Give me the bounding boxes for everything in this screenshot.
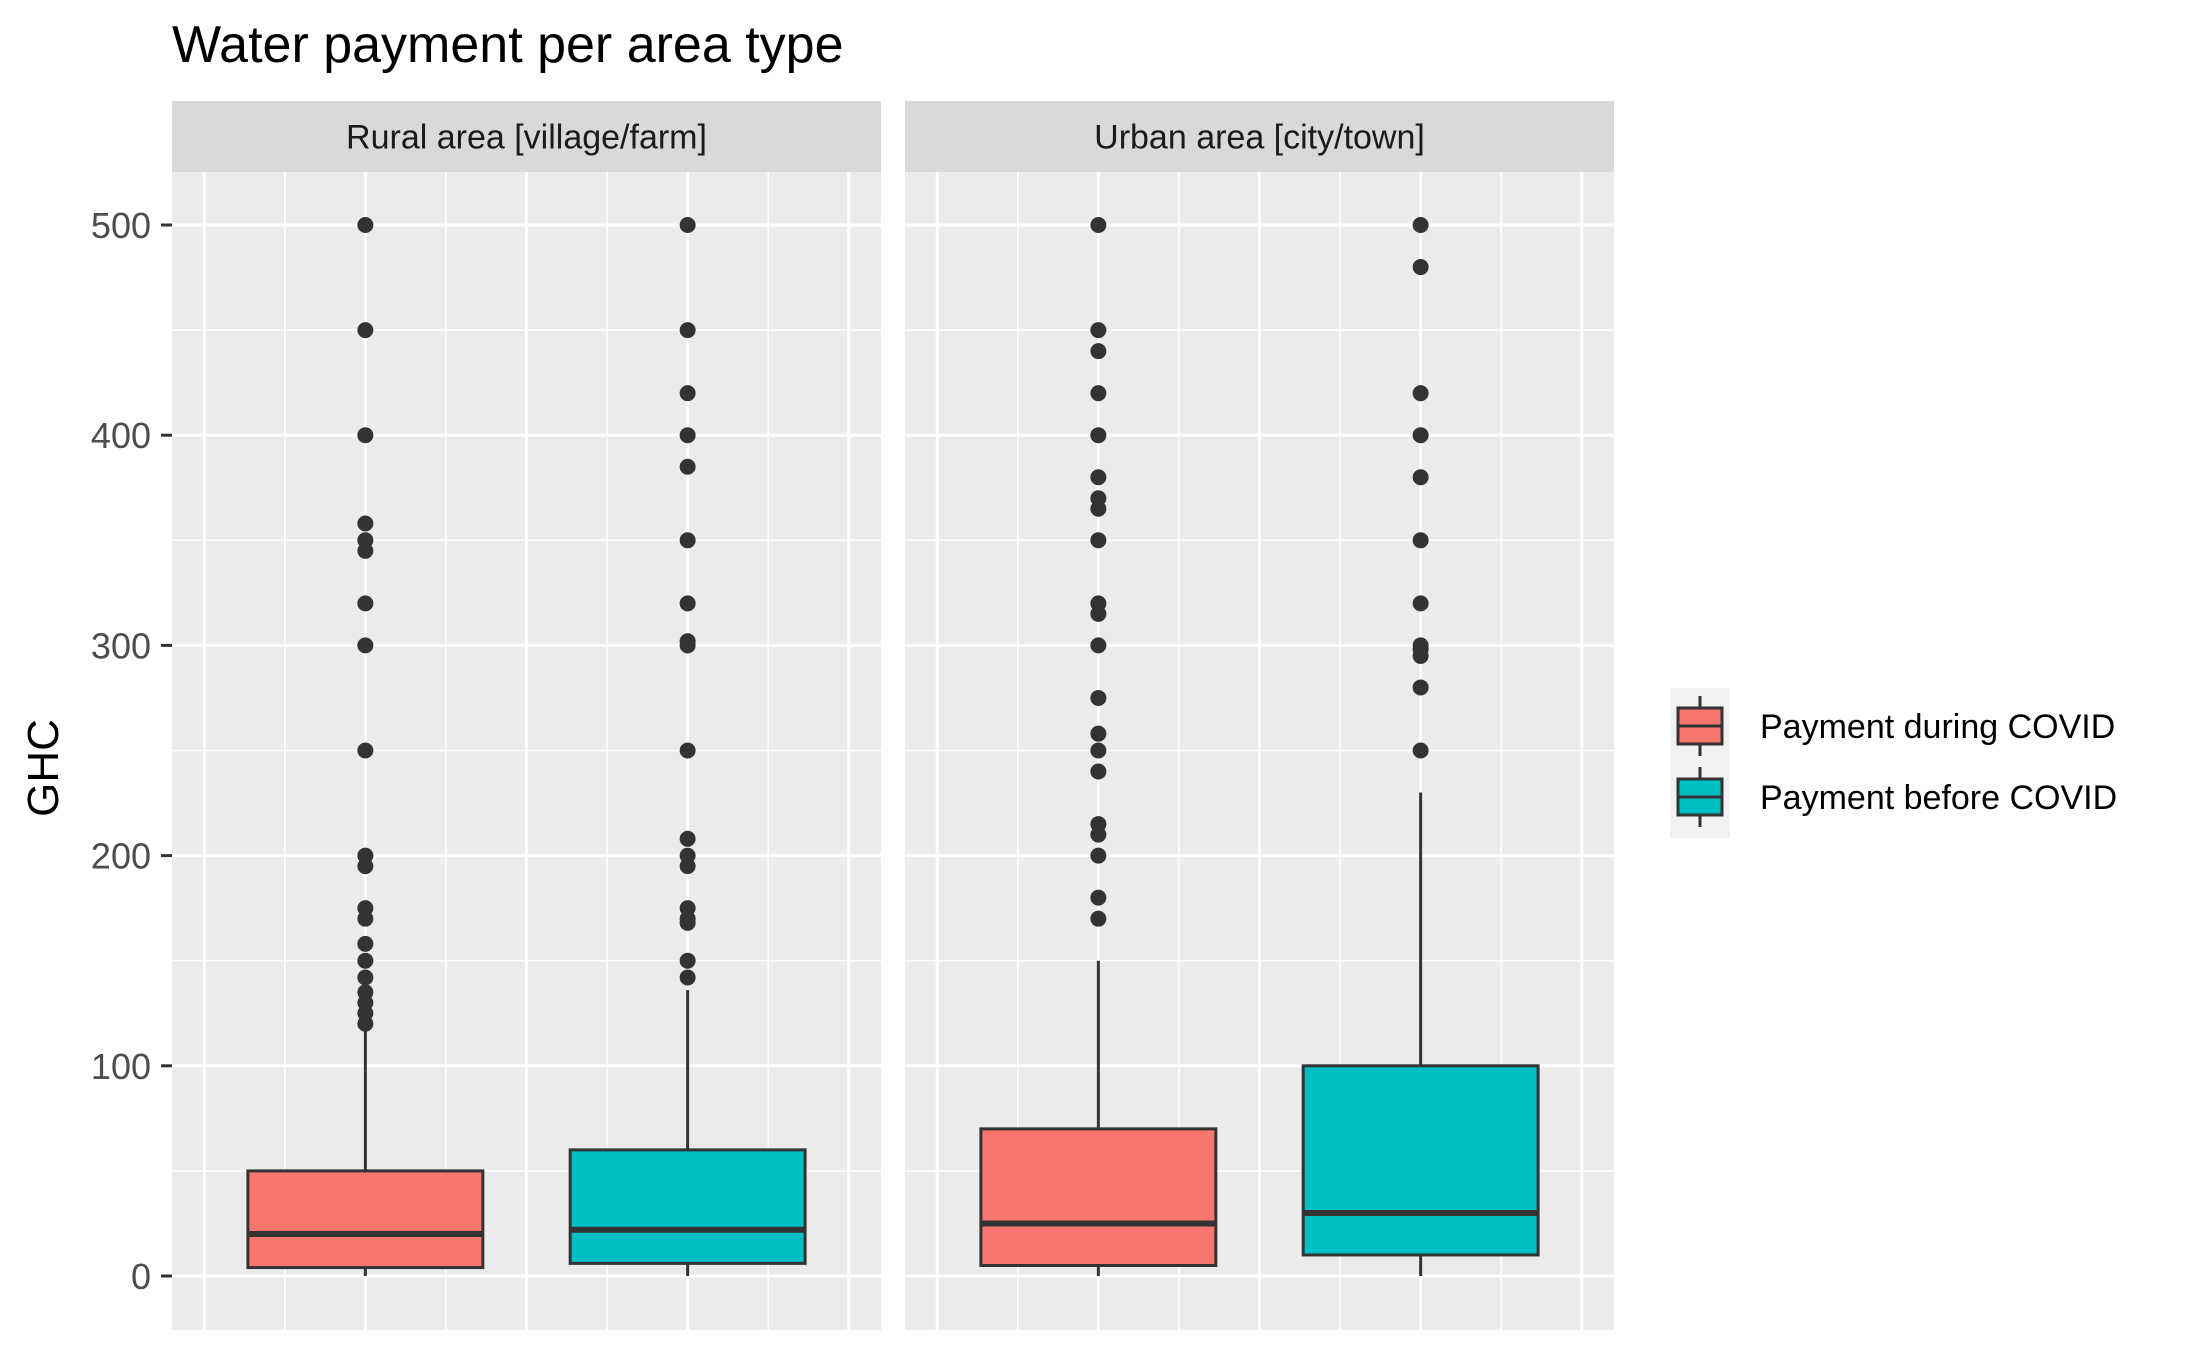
chart-title: Water payment per area type [172,16,844,74]
panels-layer: Rural area [village/farm] Urban area [cit… [172,101,1614,1330]
outlier-point [1090,500,1107,517]
legend-label: Payment before COVID [1760,779,2117,817]
outlier-point [357,910,374,927]
legend-item: Payment before COVID [1676,767,2117,827]
legend-item: Payment during COVID [1676,696,2115,756]
box-during-covid [246,217,485,1276]
outlier-point [679,858,696,875]
outlier-point [1412,647,1429,664]
box-during-covid [979,217,1218,1276]
outlier-point [1412,469,1429,486]
y-tick-label: 200 [91,836,151,877]
outlier-point [1412,532,1429,549]
outlier-point [357,969,374,986]
box-before-covid [568,217,807,1276]
outlier-point [357,858,374,875]
outlier-point [357,515,374,532]
outlier-point [357,952,374,969]
outlier-point [357,217,374,233]
outlier-point [1090,826,1107,843]
outlier-point [1412,259,1429,276]
outlier-point [1090,385,1107,402]
outlier-point [1090,469,1107,486]
outlier-point [357,542,374,559]
outlier-point [1090,889,1107,906]
box-iqr [1301,1064,1540,1257]
facet-strip [172,101,881,172]
y-axis: 0 100 200 300 400 500 [91,205,172,1297]
box-before-covid [1301,217,1540,1276]
y-tick-label: 400 [91,415,151,456]
outlier-point [679,385,696,402]
outlier-point [679,595,696,612]
outlier-point [679,532,696,549]
outlier-point [1090,689,1107,706]
outlier-point [1090,847,1107,864]
outlier-point [1412,385,1429,402]
outlier-point [1090,605,1107,622]
outlier-point [679,969,696,986]
outlier-point [679,322,696,339]
box-iqr [246,1169,485,1270]
outlier-point [679,914,696,931]
outlier-point [679,637,696,654]
legend: Payment during COVID Payment before COVID [1670,688,2117,838]
facet-strip-label: Urban area [city/town] [1094,119,1425,157]
outlier-point [1412,742,1429,759]
box-iqr [979,1127,1218,1267]
outlier-point [1090,427,1107,444]
y-tick-label: 300 [91,625,151,666]
facet-panel: Urban area [city/town] [905,101,1614,1330]
outlier-point [679,952,696,969]
outlier-point [679,830,696,847]
outlier-point [1090,532,1107,549]
outlier-point [357,595,374,612]
outlier-point [679,458,696,475]
outlier-point [1090,910,1107,927]
y-tick-label: 500 [91,205,151,246]
outlier-point [1090,637,1107,654]
outlier-point [679,427,696,444]
facet-strip [905,101,1614,172]
facet-panel: Rural area [village/farm] [172,101,881,1330]
y-tick-label: 0 [131,1256,151,1297]
outlier-point [1090,763,1107,780]
outlier-point [679,217,696,233]
outlier-point [679,742,696,759]
outlier-point [1090,322,1107,339]
outlier-point [357,1015,374,1032]
outlier-point [1412,427,1429,444]
outlier-point [1090,343,1107,360]
facet-strip-label: Rural area [village/farm] [346,119,707,157]
outlier-point [1412,595,1429,612]
outlier-point [357,637,374,654]
box-iqr [568,1148,807,1265]
outlier-point [357,935,374,952]
outlier-point [1412,217,1429,233]
outlier-point [357,427,374,444]
outlier-point [1090,217,1107,233]
outlier-point [357,742,374,759]
outlier-point [357,322,374,339]
y-axis-label: GHC [19,719,68,817]
legend-label: Payment during COVID [1760,708,2115,746]
outlier-point [1090,725,1107,742]
y-tick-label: 100 [91,1046,151,1087]
outlier-point [1412,679,1429,696]
outlier-point [1090,742,1107,759]
